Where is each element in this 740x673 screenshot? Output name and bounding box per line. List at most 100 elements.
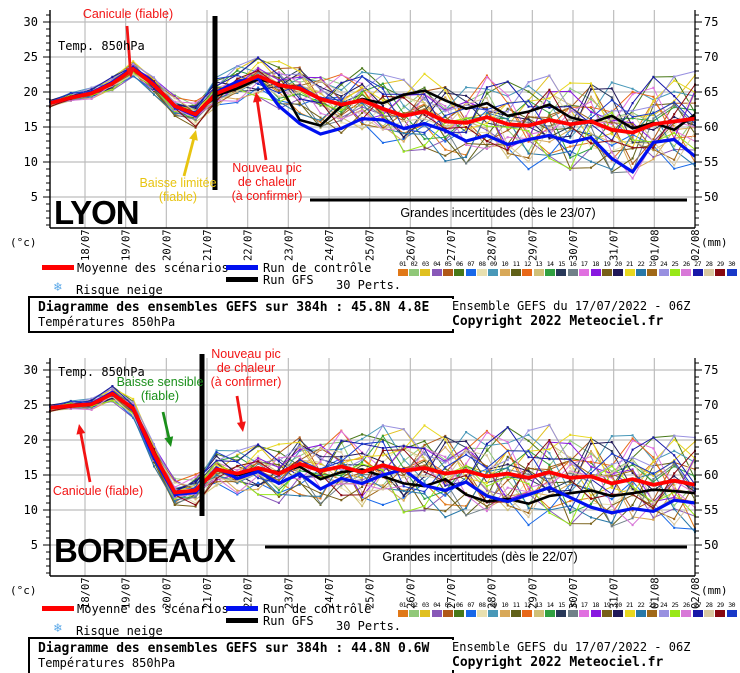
legend-snow-label: Risque neige	[76, 283, 163, 297]
lyon-diagram-title: Diagramme des ensembles GEFS sur 384h : …	[38, 300, 430, 315]
gfs-line-swatch	[226, 277, 258, 282]
svg-text:31/07: 31/07	[609, 577, 621, 609]
pert-swatch-01: 01	[397, 261, 408, 276]
temp-850hpa-label: Temp. 850hPa	[58, 39, 145, 53]
svg-text:25: 25	[24, 50, 38, 64]
uncertainty-annotation: Grandes incertitudes (dès le 23/07)	[310, 198, 687, 220]
city-label: LYON	[54, 194, 139, 231]
perturbation-color-key: 01 02 03 04 05 06 07 08 09 10 11 12 13 14 15 16 17 18 19 20…	[397, 261, 737, 276]
pert-swatch-07: 07	[465, 261, 476, 276]
pert-swatch-03: 03	[420, 602, 431, 617]
svg-text:75: 75	[704, 363, 718, 377]
svg-text:30: 30	[24, 15, 38, 29]
pert-swatch-29: 29	[715, 261, 726, 276]
pert-swatch-13: 13	[533, 602, 544, 617]
left-axis-unit: (°c)	[10, 236, 37, 249]
legend-perts-label: 30 Perts.	[336, 619, 402, 633]
svg-text:65: 65	[704, 433, 718, 447]
svg-text:28/07: 28/07	[487, 229, 499, 261]
annotations: Canicule (fiable) Baisse limitée (fiable) N…	[83, 7, 303, 204]
pert-swatch-22: 22	[635, 602, 646, 617]
pert-swatch-07: 07	[465, 602, 476, 617]
pert-swatch-22: 22	[635, 261, 646, 276]
svg-text:Grandes incertitudes (dès le 2: Grandes incertitudes (dès le 23/07)	[400, 206, 595, 220]
control-line-swatch	[226, 606, 258, 611]
pert-swatch-04: 04	[431, 261, 442, 276]
pert-swatch-08: 08	[476, 261, 488, 276]
svg-text:20: 20	[24, 433, 38, 447]
pert-swatch-17: 17	[579, 261, 590, 276]
bordeaux-copyright-line: Copyright 2022 Meteociel.fr	[452, 655, 664, 670]
legend-mean-label: Moyenne des scénarios	[77, 261, 229, 275]
control-line-swatch	[226, 265, 258, 270]
annotations: Nouveau pic de chaleur (à confirmer)Baisse…	[53, 348, 282, 498]
pert-swatch-30: 30	[726, 602, 737, 617]
svg-text:18/07: 18/07	[80, 577, 92, 609]
svg-text:55: 55	[704, 503, 718, 517]
pert-swatch-19: 19	[601, 261, 612, 276]
svg-text:10: 10	[24, 155, 38, 169]
lyon-ensemble-chart: Grandes incertitudes (dès le 23/07) Canic…	[10, 7, 728, 261]
svg-text:02/08: 02/08	[690, 229, 702, 261]
svg-text:26/07: 26/07	[405, 577, 417, 609]
lyon-diagram-subtitle: Températures 850hPa	[38, 315, 176, 329]
legend-perts-label: 30 Perts.	[336, 278, 402, 292]
svg-text:01/08: 01/08	[649, 577, 661, 609]
svg-text:22/07: 22/07	[243, 577, 255, 609]
pert-swatch-28: 28	[703, 602, 714, 617]
pert-swatch-21: 21	[624, 602, 635, 617]
svg-text:Baisse limitée(fiable): Baisse limitée (fiable)	[139, 176, 216, 204]
svg-text:5: 5	[31, 190, 38, 204]
svg-text:28/07: 28/07	[487, 577, 499, 609]
pert-swatch-02: 02	[408, 602, 420, 617]
svg-text:27/07: 27/07	[446, 229, 458, 261]
pert-swatch-17: 17	[579, 602, 590, 617]
lyon-legend: Moyenne des scénarios Run de contrôle Ru…	[0, 258, 740, 300]
pert-swatch-24: 24	[658, 261, 669, 276]
bordeaux-source-block: Ensemble GEFS du 17/07/2022 - 06Z Copyri…	[452, 640, 691, 670]
svg-text:30/07: 30/07	[568, 229, 580, 261]
svg-text:25: 25	[24, 398, 38, 412]
svg-text:55: 55	[704, 155, 718, 169]
lyon-footer-box: Diagramme des ensembles GEFS sur 384h : …	[28, 296, 454, 333]
pert-swatch-06: 06	[454, 602, 465, 617]
left-axis-unit: (°c)	[10, 584, 37, 597]
pert-swatch-24: 24	[658, 602, 669, 617]
svg-text:29/07: 29/07	[527, 229, 539, 261]
bordeaux-diagram-subtitle: Températures 850hPa	[38, 656, 176, 670]
pert-swatch-12: 12	[522, 602, 533, 617]
pert-swatch-06: 06	[454, 261, 465, 276]
pert-swatch-29: 29	[715, 602, 726, 617]
svg-text:70: 70	[704, 50, 718, 64]
svg-text:75: 75	[704, 15, 718, 29]
legend-gfs-label: Run GFS	[263, 614, 314, 628]
svg-text:50: 50	[704, 190, 718, 204]
ensemble-mean-line	[49, 391, 696, 495]
svg-text:60: 60	[704, 468, 718, 482]
axes: 30 25 20 15 10 5 75 70 65 60 55 50 (°c) (mm) 18/07 19/0…	[10, 10, 728, 261]
bordeaux-diagram-title: Diagramme des ensembles GEFS sur 384h : …	[38, 641, 430, 656]
pert-swatch-10: 10	[499, 602, 510, 617]
reliability-limit-bar	[199, 354, 205, 516]
pert-swatch-28: 28	[703, 261, 714, 276]
svg-text:Baisse sensible(fiable): Baisse sensible (fiable)	[117, 375, 204, 403]
pert-swatch-26: 26	[681, 261, 692, 276]
legend-snow-label: Risque neige	[76, 624, 163, 638]
pert-swatch-10: 10	[499, 261, 510, 276]
pert-swatch-11: 11	[510, 261, 522, 276]
lyon-source-block: Ensemble GEFS du 17/07/2022 - 06Z Copyri…	[452, 299, 691, 329]
uncertainty-annotation: Grandes incertitudes (dès le 22/07)	[265, 545, 687, 564]
svg-text:24/07: 24/07	[324, 229, 336, 261]
svg-text:65: 65	[704, 85, 718, 99]
bordeaux-legend: Moyenne des scénarios Run de contrôle Ru…	[0, 599, 740, 641]
pert-swatch-15: 15	[556, 602, 567, 617]
ensemble-mean-line	[49, 66, 696, 135]
pert-swatch-25: 25	[669, 261, 680, 276]
svg-text:19/07: 19/07	[121, 229, 133, 261]
svg-text:25/07: 25/07	[365, 577, 377, 609]
svg-text:20/07: 20/07	[161, 577, 173, 609]
pert-swatch-09: 09	[488, 602, 499, 617]
svg-text:Canicule (fiable): Canicule (fiable)	[83, 7, 173, 21]
pert-swatch-16: 16	[567, 602, 578, 617]
